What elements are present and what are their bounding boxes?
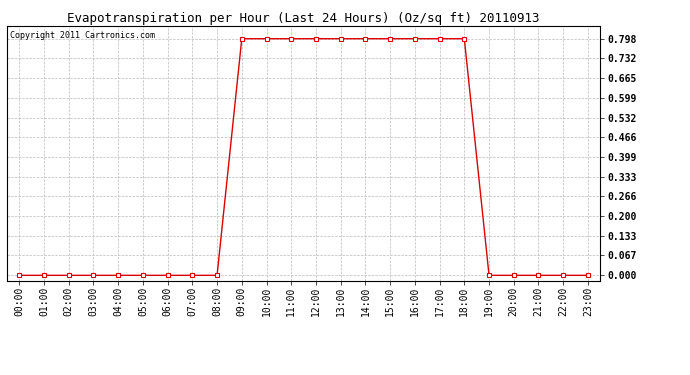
Title: Evapotranspiration per Hour (Last 24 Hours) (Oz/sq ft) 20110913: Evapotranspiration per Hour (Last 24 Hou…	[68, 12, 540, 25]
Text: Copyright 2011 Cartronics.com: Copyright 2011 Cartronics.com	[10, 32, 155, 40]
